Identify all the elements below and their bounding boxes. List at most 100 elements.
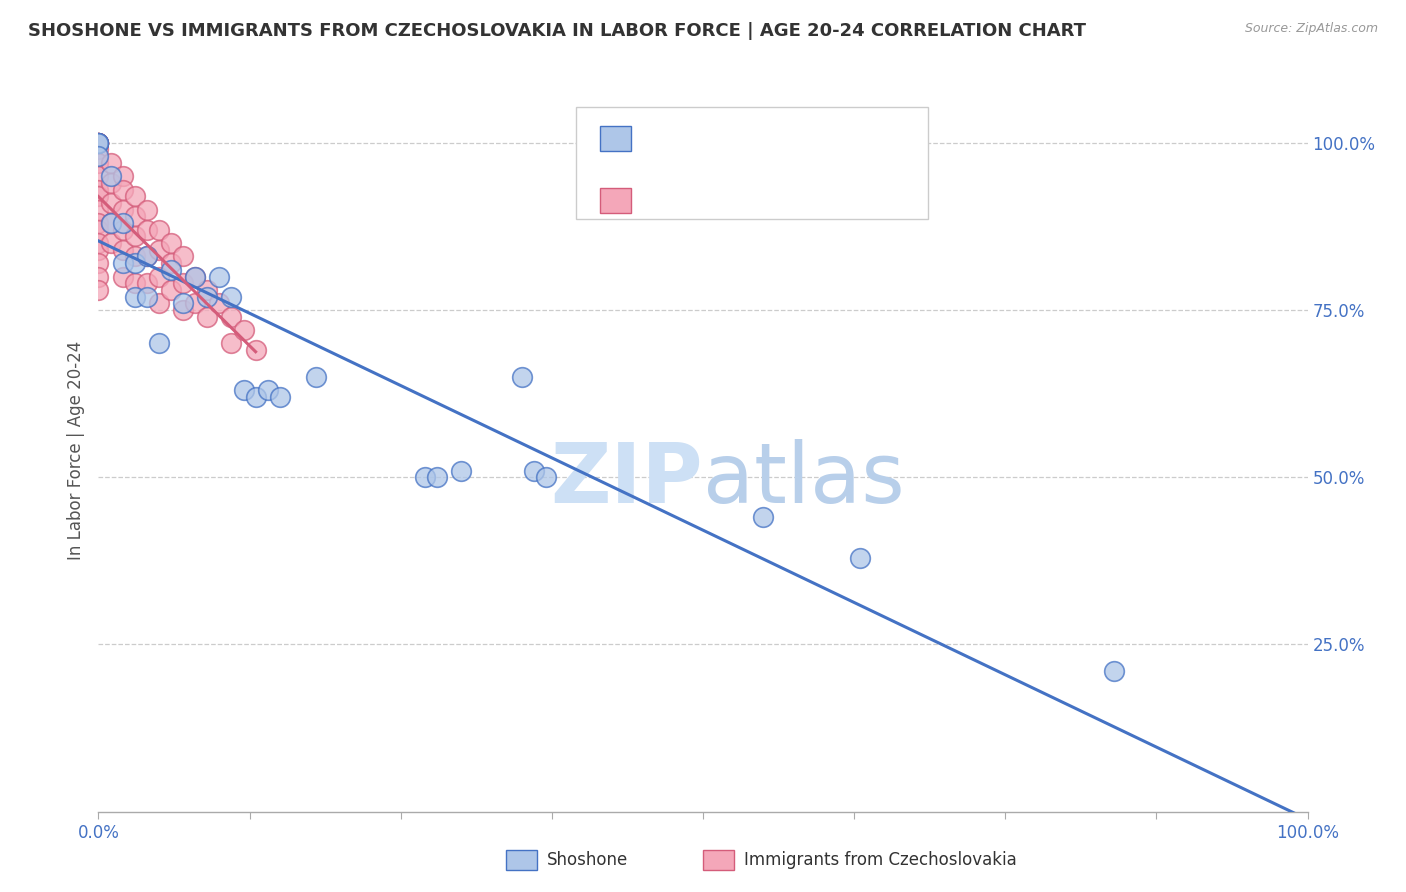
Point (111, 256, 134, 270)
Point (111, 182, 134, 196)
Point (87, 182, 110, 196)
Point (221, 289, 243, 303)
Point (195, 289, 218, 303)
Point (245, 343, 267, 358)
Point (111, 243, 134, 257)
Point (100, 169, 122, 184)
Point (87, 243, 110, 257)
Point (124, 256, 146, 270)
Point (184, 269, 207, 284)
Point (184, 269, 207, 284)
Point (221, 336, 243, 351)
Point (87, 202, 110, 217)
Point (100, 176, 122, 190)
Point (148, 243, 170, 257)
Point (87, 143, 110, 157)
Point (269, 390, 291, 404)
Point (534, 470, 557, 484)
Y-axis label: In Labor Force | Age 20-24: In Labor Force | Age 20-24 (66, 341, 84, 560)
Point (87, 136, 110, 150)
Point (124, 189, 146, 203)
Point (1102, 664, 1125, 679)
Point (148, 336, 170, 351)
Point (135, 223, 157, 237)
Point (100, 156, 122, 170)
Point (87, 136, 110, 150)
Text: R = 0.519: R = 0.519 (643, 192, 733, 210)
Point (124, 277, 146, 291)
Point (135, 289, 157, 303)
Point (124, 289, 146, 303)
Point (87, 223, 110, 237)
Point (124, 210, 146, 224)
Point (160, 283, 183, 297)
Point (111, 223, 134, 237)
Point (245, 390, 267, 404)
Point (232, 384, 254, 398)
Text: R = 0.114: R = 0.114 (643, 130, 733, 148)
Point (523, 464, 546, 478)
Text: N = 58: N = 58 (762, 192, 825, 210)
Point (100, 216, 122, 230)
Point (135, 250, 157, 264)
Point (87, 136, 110, 150)
Point (87, 256, 110, 270)
Point (148, 269, 170, 284)
Point (135, 202, 157, 217)
Point (87, 283, 110, 297)
Point (148, 296, 170, 310)
Text: Shoshone: Shoshone (547, 851, 628, 869)
Point (124, 229, 146, 244)
Point (87, 189, 110, 203)
Text: Immigrants from Czechoslovakia: Immigrants from Czechoslovakia (744, 851, 1017, 869)
Point (135, 250, 157, 264)
Point (752, 510, 775, 524)
Point (849, 550, 872, 565)
Point (172, 250, 194, 264)
Point (172, 296, 194, 310)
Text: ZIP: ZIP (551, 439, 703, 520)
Point (87, 136, 110, 150)
Point (135, 277, 157, 291)
Point (148, 223, 170, 237)
Point (87, 136, 110, 150)
Point (87, 216, 110, 230)
Point (426, 470, 449, 484)
Point (160, 256, 183, 270)
Point (413, 470, 436, 484)
Point (232, 323, 254, 337)
Point (195, 310, 218, 324)
Point (87, 136, 110, 150)
Point (87, 136, 110, 150)
Point (160, 263, 183, 277)
Point (208, 269, 231, 284)
Point (87, 136, 110, 150)
Point (208, 296, 231, 310)
Point (87, 269, 110, 284)
Text: SHOSHONE VS IMMIGRANTS FROM CZECHOSLOVAKIA IN LABOR FORCE | AGE 20-24 CORRELATIO: SHOSHONE VS IMMIGRANTS FROM CZECHOSLOVAK… (28, 22, 1085, 40)
Point (87, 236, 110, 251)
Point (100, 195, 122, 210)
Point (305, 369, 328, 384)
Point (172, 303, 194, 318)
Point (510, 369, 533, 384)
Point (87, 136, 110, 150)
Point (160, 236, 183, 251)
Point (111, 269, 134, 284)
Point (87, 169, 110, 184)
Point (100, 216, 122, 230)
Point (87, 149, 110, 163)
Text: N = 33: N = 33 (762, 130, 825, 148)
Text: Source: ZipAtlas.com: Source: ZipAtlas.com (1244, 22, 1378, 36)
Point (450, 464, 472, 478)
Point (195, 283, 218, 297)
Point (256, 384, 278, 398)
Point (124, 250, 146, 264)
Point (111, 169, 134, 184)
Point (111, 202, 134, 217)
Point (221, 310, 243, 324)
Point (172, 277, 194, 291)
Point (111, 216, 134, 230)
Point (184, 296, 207, 310)
Text: atlas: atlas (703, 439, 904, 520)
